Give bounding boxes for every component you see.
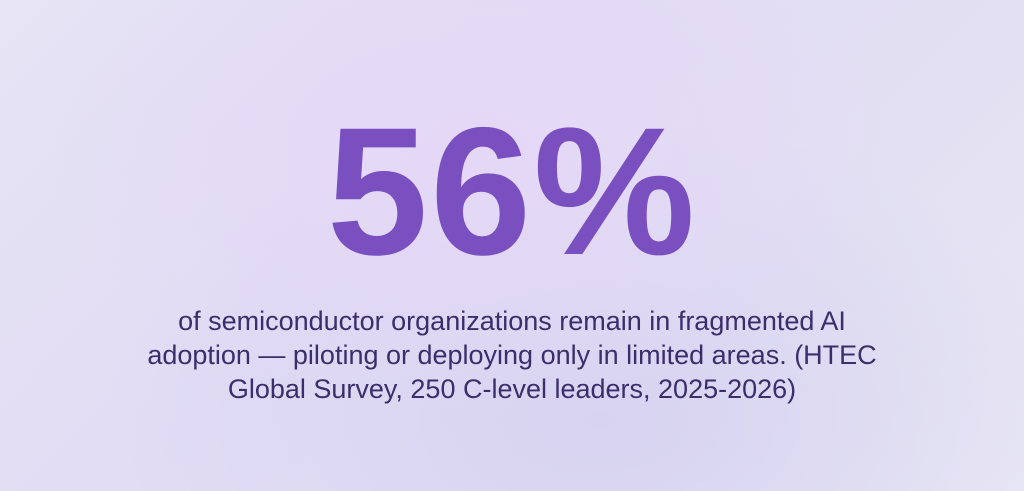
stat-value: 56%	[326, 89, 698, 293]
stat-description: of semiconductor organizations remain in…	[60, 304, 964, 406]
description-line: Global Survey, 250 C-level leaders, 2025…	[227, 374, 797, 404]
description-line: of semiconductor organizations remain in…	[178, 306, 846, 336]
description-line: adoption — piloting or deploying only in…	[147, 340, 877, 370]
